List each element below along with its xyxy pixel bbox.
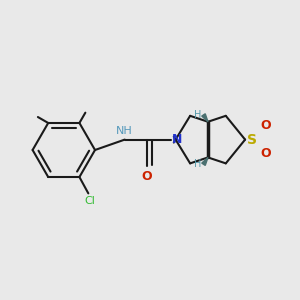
Text: H: H [194, 159, 201, 169]
Polygon shape [202, 158, 208, 165]
Text: O: O [142, 170, 152, 183]
Text: NH: NH [116, 126, 133, 136]
Text: N: N [172, 133, 183, 146]
Text: H: H [194, 110, 201, 120]
Text: S: S [248, 133, 257, 147]
Text: Cl: Cl [84, 196, 95, 206]
Polygon shape [202, 114, 208, 122]
Text: O: O [260, 119, 271, 132]
Text: O: O [260, 147, 271, 160]
